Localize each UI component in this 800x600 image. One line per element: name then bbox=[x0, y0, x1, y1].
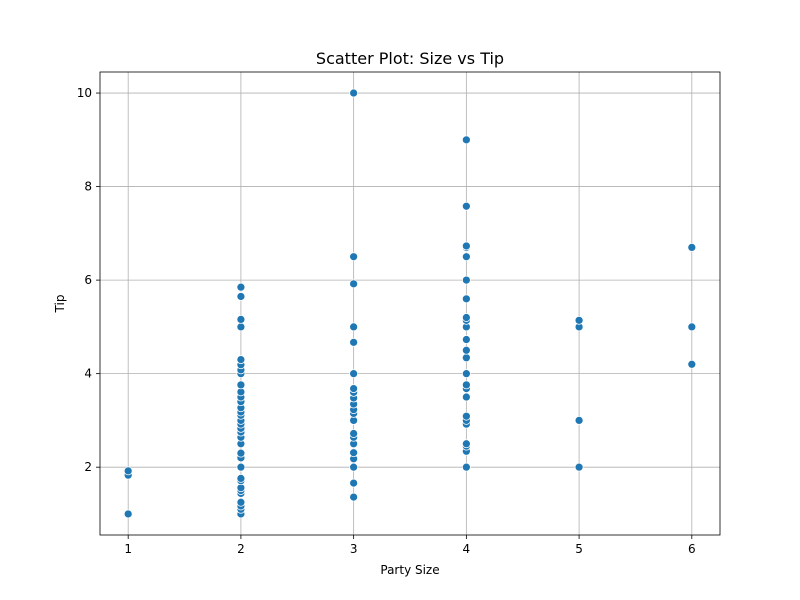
data-point bbox=[461, 462, 471, 472]
data-point bbox=[461, 345, 471, 355]
y-tick-label: 2 bbox=[84, 460, 92, 474]
data-point bbox=[461, 392, 471, 402]
data-point bbox=[574, 462, 584, 472]
x-tick-label: 4 bbox=[463, 542, 471, 556]
data-point bbox=[349, 88, 359, 98]
data-point bbox=[349, 384, 359, 393]
data-point bbox=[236, 315, 246, 324]
data-point bbox=[349, 492, 359, 502]
data-point bbox=[236, 448, 246, 458]
data-point bbox=[461, 313, 471, 322]
data-point bbox=[236, 282, 246, 292]
data-point bbox=[236, 497, 246, 507]
data-point bbox=[461, 275, 471, 285]
x-tick-label: 1 bbox=[124, 542, 132, 556]
x-tick-label: 3 bbox=[350, 542, 358, 556]
data-point bbox=[461, 411, 471, 421]
data-point bbox=[236, 355, 246, 364]
data-point bbox=[236, 474, 246, 483]
grid-lines bbox=[100, 72, 720, 535]
y-tick-label: 4 bbox=[84, 367, 92, 381]
x-tick-label: 5 bbox=[575, 542, 583, 556]
data-point bbox=[349, 279, 359, 289]
y-tick-label: 6 bbox=[84, 273, 92, 287]
y-axis-label: Tip bbox=[53, 295, 67, 314]
data-point bbox=[349, 462, 359, 472]
data-point bbox=[349, 322, 359, 332]
x-tick-label: 6 bbox=[688, 542, 696, 556]
data-point bbox=[236, 462, 246, 472]
data-point bbox=[461, 353, 471, 363]
data-point bbox=[349, 448, 359, 458]
x-tick-label: 2 bbox=[237, 542, 245, 556]
data-point bbox=[461, 294, 471, 304]
data-point bbox=[236, 322, 246, 332]
data-point bbox=[349, 252, 359, 262]
data-point bbox=[461, 252, 471, 262]
axis-ticks: 1 2 3 4 5 6 2 4 6 8 10 bbox=[77, 86, 696, 556]
data-point bbox=[574, 315, 584, 325]
x-axis-label: Party Size bbox=[380, 563, 439, 577]
data-point bbox=[687, 359, 697, 369]
data-point bbox=[123, 509, 133, 519]
data-points bbox=[123, 88, 697, 519]
data-point bbox=[349, 337, 359, 347]
y-tick-label: 8 bbox=[84, 180, 92, 194]
data-point bbox=[236, 380, 246, 390]
y-tick-label: 10 bbox=[77, 86, 92, 100]
plot-frame bbox=[99, 71, 721, 536]
data-point bbox=[349, 429, 359, 438]
data-point bbox=[123, 466, 133, 476]
data-point bbox=[349, 369, 359, 379]
data-point bbox=[687, 322, 697, 332]
data-point bbox=[461, 241, 471, 251]
data-point bbox=[349, 478, 359, 488]
data-point bbox=[461, 335, 471, 344]
data-point bbox=[461, 201, 471, 211]
data-point bbox=[236, 292, 246, 301]
data-point bbox=[461, 439, 471, 449]
data-point bbox=[461, 369, 471, 379]
data-point bbox=[687, 243, 697, 252]
data-point bbox=[461, 135, 471, 145]
data-point bbox=[461, 380, 471, 390]
data-point bbox=[574, 416, 584, 425]
chart-title: Scatter Plot: Size vs Tip bbox=[316, 49, 504, 68]
